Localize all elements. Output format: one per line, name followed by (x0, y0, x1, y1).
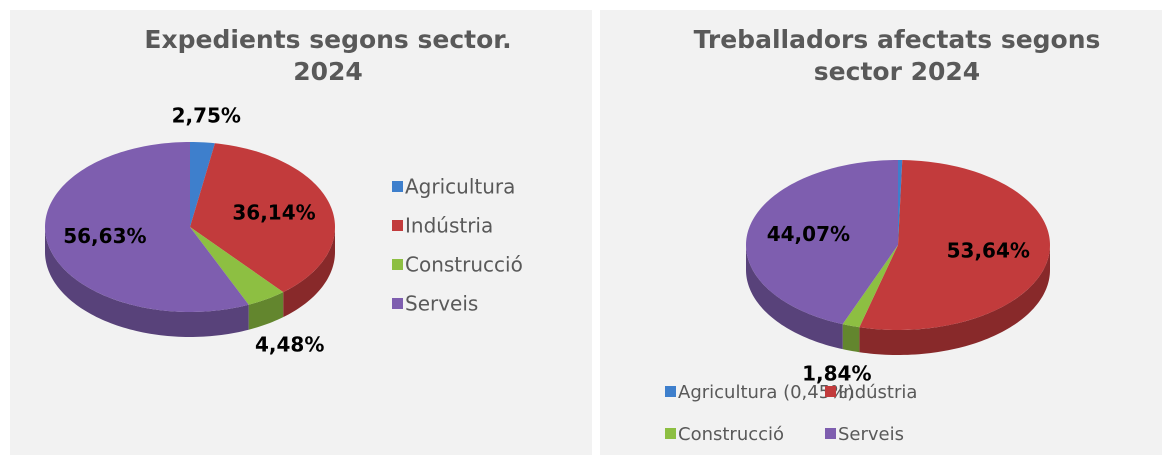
chart-title: Treballadors afectats segons sector 2024 (693, 25, 1101, 86)
legend-label: Serveis (405, 292, 478, 316)
pie-slice (859, 160, 1050, 330)
data-label: 4,48% (255, 332, 324, 356)
legend-swatch (825, 386, 836, 397)
pie-slice-side (283, 227, 335, 318)
pie-slice (898, 160, 903, 245)
legend-swatch (392, 298, 403, 309)
pie-slice (190, 227, 284, 305)
legend-label: Construcció (405, 253, 523, 277)
legend-label: Serveis (838, 424, 904, 445)
pie-slice-side (746, 245, 843, 350)
pie-slice-side (248, 292, 284, 330)
legend-label: Agricultura (405, 175, 515, 199)
pie-slice (190, 142, 215, 227)
legend-label: Indústria (838, 382, 917, 403)
data-label: 44,07% (767, 222, 850, 246)
legend-swatch (392, 259, 403, 270)
pie-slice-side (842, 324, 860, 353)
pie-slice-side (45, 227, 249, 337)
data-label: 2,75% (172, 103, 241, 127)
legend-swatch (665, 428, 676, 439)
chart-title: Expedients segons sector. 2024 (144, 25, 512, 86)
data-label: 56,63% (63, 224, 146, 248)
pie-slice (45, 142, 249, 312)
legend-swatch (392, 220, 403, 231)
data-label: 36,14% (232, 200, 315, 224)
pie-slice (190, 143, 335, 293)
legend-label: Indústria (405, 214, 493, 238)
legend-swatch (825, 428, 836, 439)
legend-label: Construcció (678, 424, 784, 445)
pie-slice-side (859, 245, 1050, 355)
data-label: 1,84% (802, 362, 871, 386)
data-label: 53,64% (947, 239, 1030, 263)
legend-swatch (392, 181, 403, 192)
pie-slice (842, 245, 898, 328)
legend-label: Agricultura (0,45%) (678, 382, 854, 403)
legend-swatch (665, 386, 676, 397)
pie-slice (746, 160, 898, 325)
